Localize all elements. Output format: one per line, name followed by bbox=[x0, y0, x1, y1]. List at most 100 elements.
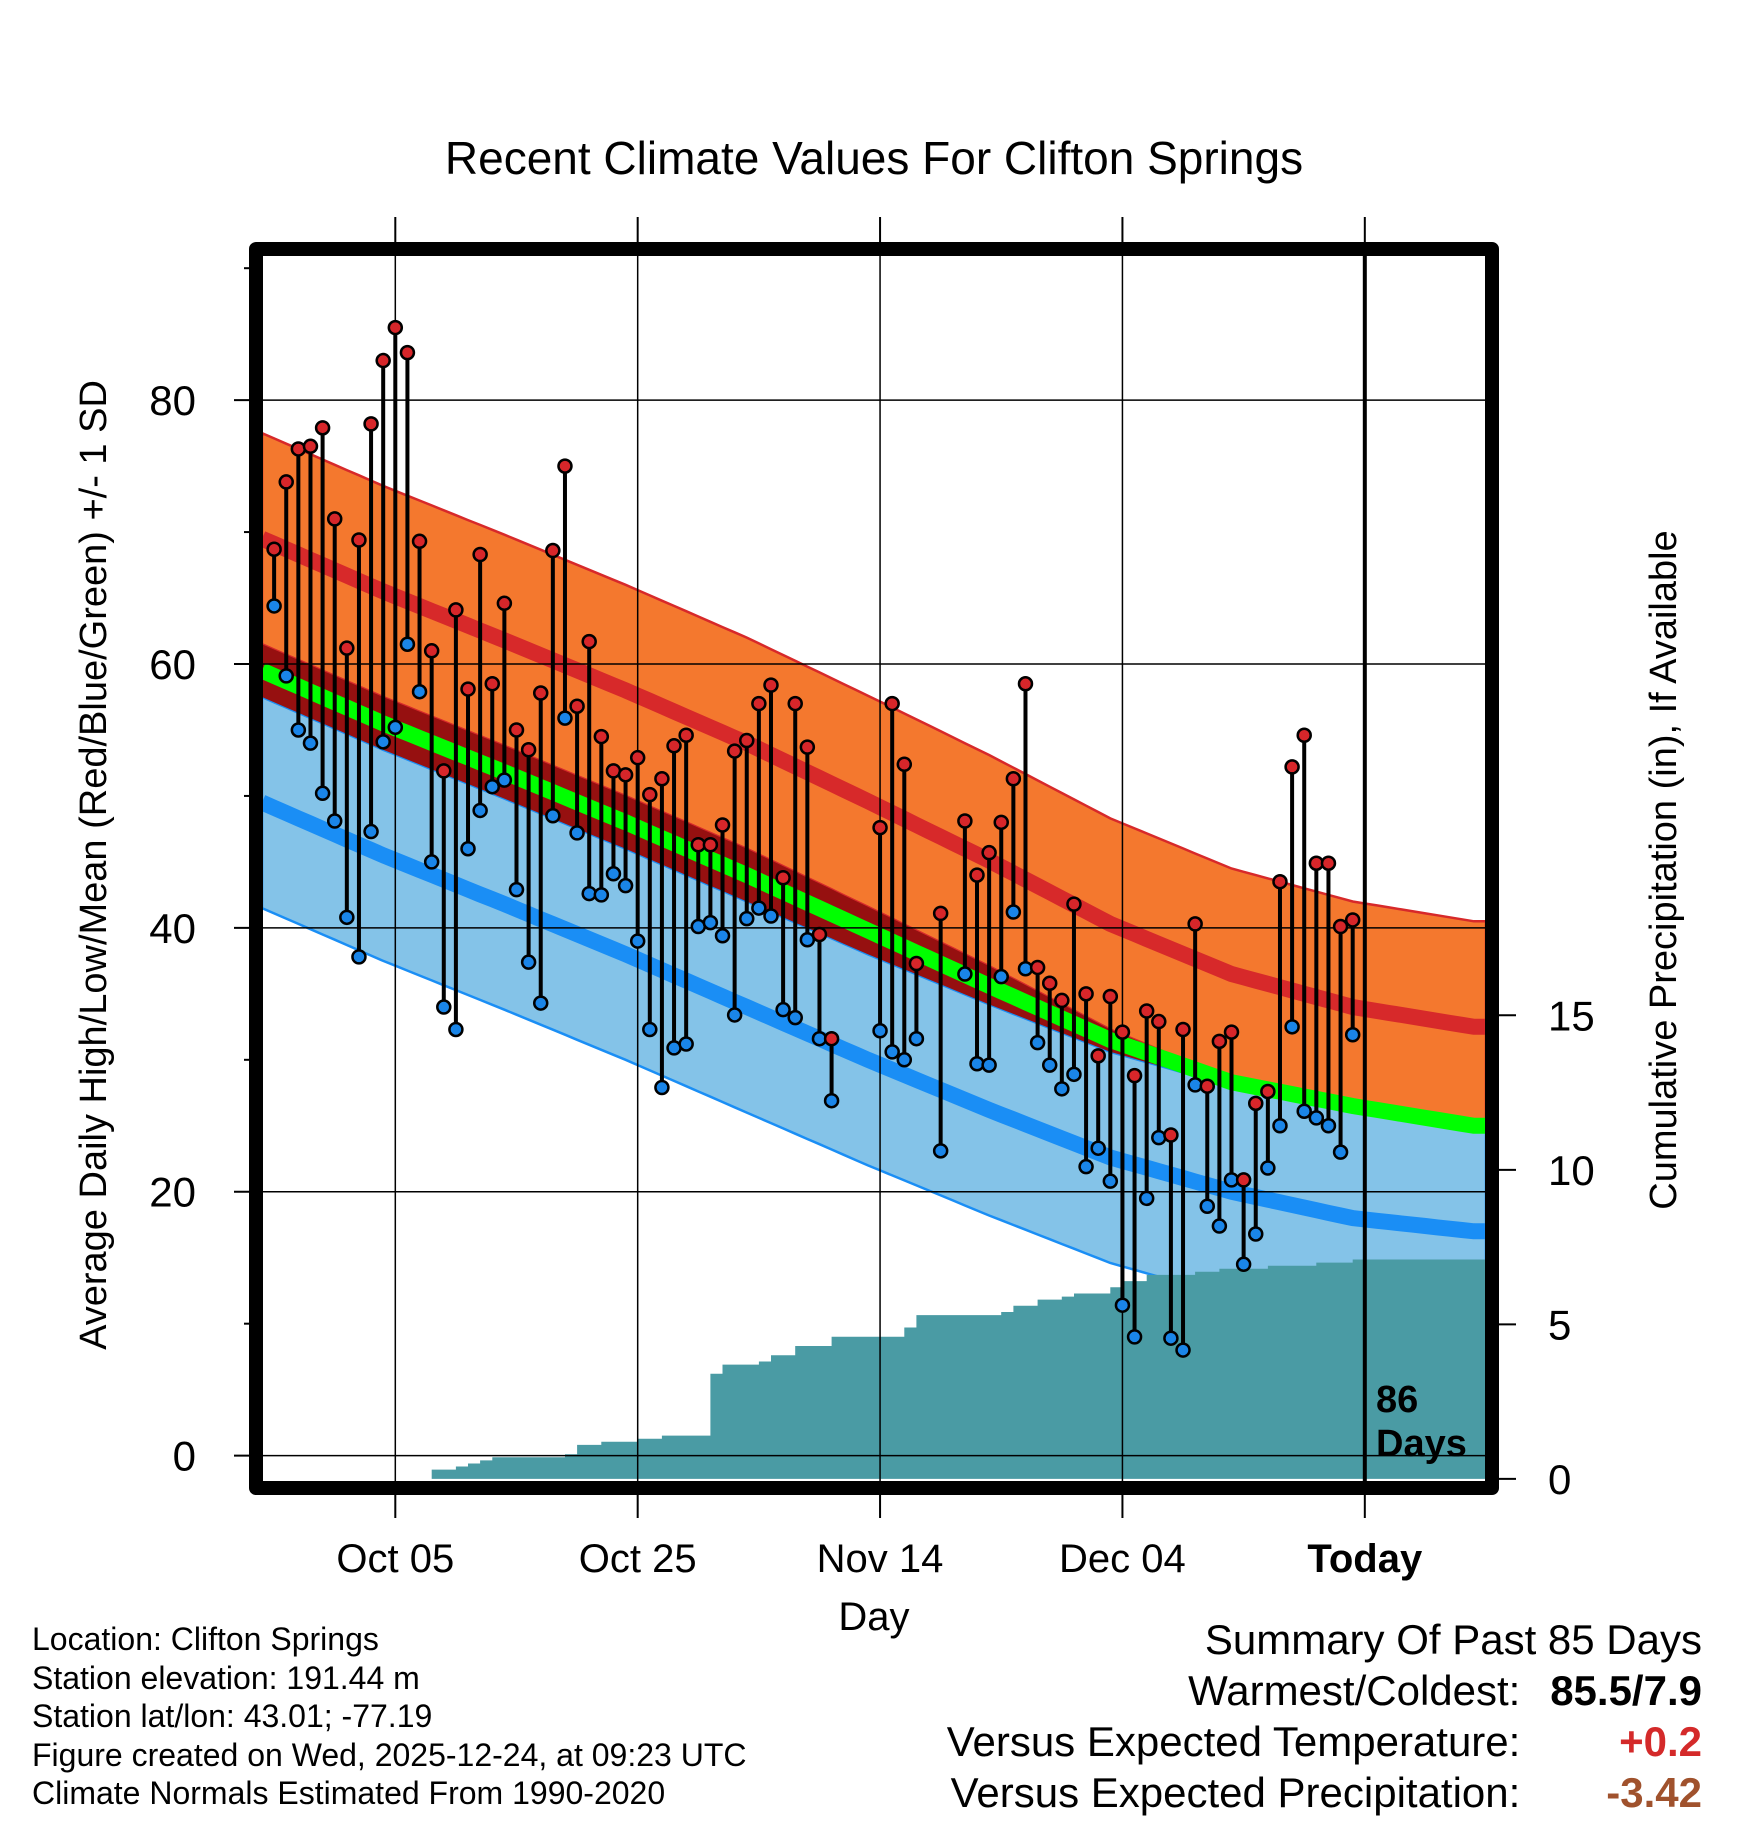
daily-low-point bbox=[751, 900, 767, 916]
daily-low-point bbox=[908, 1030, 925, 1047]
location-text: Location: Clifton Springs bbox=[32, 1621, 379, 1657]
daily-high-point bbox=[326, 511, 343, 527]
daily-low-point bbox=[617, 877, 634, 894]
daily-high-point bbox=[423, 643, 440, 659]
daily-low-point bbox=[726, 1007, 743, 1023]
days-count-label: 86 bbox=[1376, 1379, 1418, 1421]
y-tick-label: 60 bbox=[149, 641, 196, 688]
y-tick-label: 40 bbox=[149, 905, 196, 952]
daily-low-point bbox=[1175, 1342, 1191, 1358]
daily-low-point bbox=[1260, 1160, 1276, 1176]
daily-low-point bbox=[678, 1036, 694, 1052]
plot-area bbox=[262, 255, 1486, 1482]
plot-frame bbox=[249, 242, 1499, 1495]
daily-high-point bbox=[363, 416, 379, 432]
normal-low-line bbox=[262, 795, 1486, 1240]
x-tick-label: Dec 04 bbox=[1059, 1537, 1186, 1581]
daily-low-point bbox=[1126, 1329, 1143, 1345]
daily-high-point bbox=[1066, 896, 1082, 912]
daily-high-point bbox=[823, 1030, 840, 1047]
daily-high-point bbox=[969, 867, 985, 883]
daily-low-point bbox=[775, 1001, 791, 1018]
daily-high-point bbox=[314, 420, 331, 436]
daily-low-point bbox=[1296, 1103, 1312, 1120]
daily-high-point bbox=[642, 786, 658, 803]
daily-high-point bbox=[411, 533, 428, 550]
daily-low-point bbox=[714, 928, 731, 944]
daily-high-point bbox=[472, 546, 488, 563]
daily-low-point bbox=[423, 854, 440, 870]
normal-high-line bbox=[262, 531, 1486, 1035]
warm-cold-label: Warmest/Coldest: bbox=[1188, 1667, 1521, 1714]
daily-low-point bbox=[436, 999, 452, 1015]
daily-low-point bbox=[1151, 1129, 1167, 1146]
daily-high-point bbox=[739, 732, 755, 749]
daily-low-point bbox=[545, 807, 561, 824]
daily-low-point bbox=[1344, 1026, 1361, 1043]
daily-low-point bbox=[472, 802, 488, 819]
daily-high-point bbox=[1114, 1024, 1131, 1040]
temp-anomaly-value: +0.2 bbox=[1619, 1718, 1702, 1765]
daily-low-point bbox=[520, 954, 537, 970]
daily-low-point bbox=[1029, 1034, 1046, 1051]
daily-high-point bbox=[448, 602, 464, 618]
daily-high-point bbox=[932, 905, 949, 922]
daily-high-point bbox=[1078, 986, 1094, 1002]
daily-high-point bbox=[726, 743, 743, 759]
daily-high-point bbox=[1223, 1024, 1240, 1040]
daily-low-point bbox=[1320, 1118, 1337, 1134]
daily-low-point bbox=[1054, 1081, 1070, 1097]
daily-low-point bbox=[460, 840, 476, 857]
daily-low-point bbox=[1114, 1297, 1131, 1313]
daily-high-point bbox=[1041, 975, 1058, 992]
daily-low-point bbox=[532, 995, 549, 1011]
daily-high-point bbox=[787, 695, 803, 712]
daily-high-point bbox=[993, 814, 1009, 831]
warm-cold-value: 85.5/7.9 bbox=[1550, 1667, 1702, 1714]
daily-low-point bbox=[763, 908, 779, 924]
daily-high-point bbox=[811, 926, 828, 943]
temp-anomaly-label: Versus Expected Temperature: bbox=[946, 1718, 1521, 1765]
daily-low-point bbox=[508, 881, 525, 898]
daily-low-point bbox=[290, 722, 307, 738]
daily-low-point bbox=[1005, 904, 1022, 920]
daily-low-point bbox=[302, 735, 319, 751]
daily-high-point bbox=[387, 319, 404, 336]
daily-high-point bbox=[302, 438, 319, 455]
elevation-text: Station elevation: 191.44 m bbox=[32, 1659, 420, 1696]
daily-high-point bbox=[1151, 1013, 1167, 1030]
daily-low-point bbox=[351, 949, 367, 965]
x-axis-label: Day bbox=[838, 1595, 909, 1639]
daily-high-point bbox=[1187, 916, 1203, 932]
daily-low-point bbox=[496, 772, 513, 788]
daily-high-point bbox=[1126, 1067, 1143, 1084]
precip-anomaly-row: Versus Expected Precipitation: -3.42 bbox=[947, 1767, 1702, 1818]
daily-high-point bbox=[1332, 918, 1349, 935]
precip-anomaly-label: Versus Expected Precipitation: bbox=[950, 1769, 1521, 1816]
daily-low-point bbox=[642, 1021, 658, 1038]
daily-high-point bbox=[908, 955, 925, 972]
temp-anomaly-row: Versus Expected Temperature: +0.2 bbox=[947, 1716, 1702, 1767]
daily-low-point bbox=[1211, 1218, 1228, 1234]
daily-high-point bbox=[654, 771, 670, 787]
daily-high-point bbox=[1247, 1095, 1264, 1112]
daily-low-point bbox=[957, 966, 973, 982]
daily-low-point bbox=[387, 719, 404, 736]
daily-low-point bbox=[739, 910, 755, 927]
daily-low-point bbox=[1247, 1226, 1264, 1242]
daily-high-point bbox=[1054, 992, 1070, 1009]
daily-high-point bbox=[1344, 912, 1361, 928]
normals-text: Climate Normals Estimated From 1990-2020 bbox=[32, 1775, 666, 1811]
daily-low-point bbox=[654, 1079, 670, 1096]
y-tick-label: 20 bbox=[149, 1169, 196, 1216]
daily-high-point bbox=[484, 676, 501, 692]
daily-high-point bbox=[545, 542, 561, 559]
daily-high-point bbox=[1102, 988, 1119, 1005]
daily-low-point bbox=[702, 914, 719, 931]
daily-high-point bbox=[799, 739, 816, 755]
daily-low-point bbox=[932, 1143, 949, 1159]
daily-high-point bbox=[714, 817, 731, 833]
daily-high-point bbox=[775, 869, 791, 886]
daily-high-point bbox=[1005, 771, 1022, 787]
